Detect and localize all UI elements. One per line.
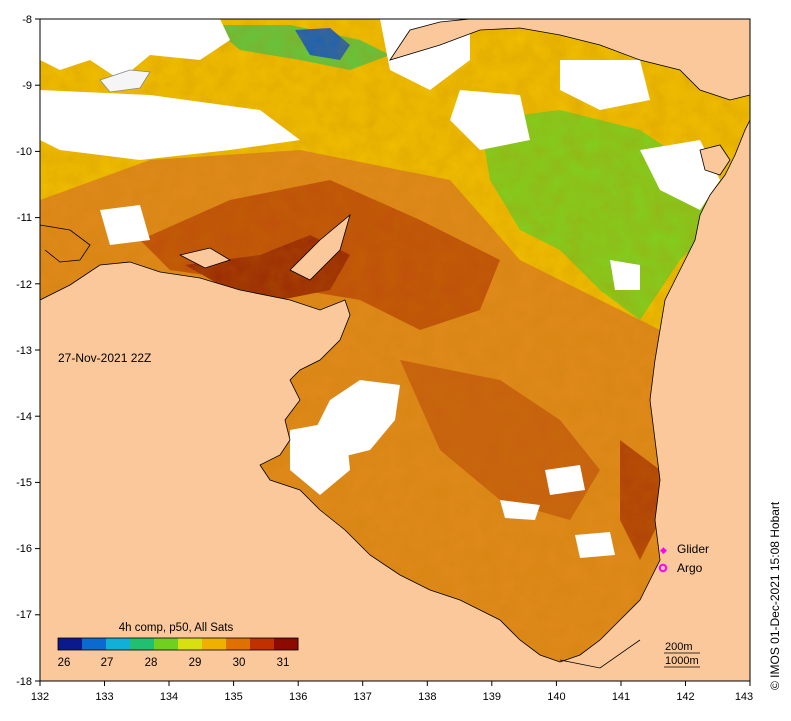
- y-tick-label: -9: [22, 80, 32, 92]
- coastline-detail: [40, 213, 641, 669]
- x-tick-label: 142: [676, 691, 694, 703]
- colorbar-swatch: [82, 638, 107, 650]
- y-tick-label: -8: [22, 14, 32, 26]
- land-cape-york-tip: [699, 144, 731, 176]
- colorbar-swatch: [106, 638, 131, 650]
- colorbar-swatches: [58, 638, 299, 650]
- colorbar-swatch: [58, 638, 83, 650]
- y-axis-labels: -8 -9 -10 -11 -12 -13 -14 -15 -16 -17 -1…: [16, 14, 32, 688]
- platform-legend: ◆ Glider Argo: [658, 542, 709, 575]
- x-tick-label: 141: [612, 691, 630, 703]
- colorbar-swatch: [250, 638, 275, 650]
- land-north-islands: [99, 69, 151, 93]
- colorbar-swatch: [274, 638, 299, 650]
- colorbar-swatch: [130, 638, 155, 650]
- x-tick-label: 134: [160, 691, 178, 703]
- isobath-legend: 200m 1000m: [664, 641, 700, 668]
- timestamp-label: 27-Nov-2021 22Z: [58, 351, 151, 365]
- colorbar-tick-label: 26: [58, 657, 71, 669]
- x-tick-label: 139: [483, 691, 501, 703]
- x-tick-label: 140: [547, 691, 565, 703]
- no-data-areas: [40, 19, 720, 558]
- colorbar-tick-label: 27: [101, 657, 114, 669]
- land-new-guinea: [389, 19, 750, 101]
- x-tick-label: 137: [354, 691, 372, 703]
- x-axis-labels: 132 133 134 135 136 137 138 139 140 141 …: [31, 691, 753, 703]
- y-tick-label: -18: [16, 676, 32, 688]
- colorbar-tick-label: 30: [233, 657, 246, 669]
- landmasses: [40, 19, 750, 681]
- colorbar-swatch: [202, 638, 227, 650]
- isobath-200m-label: 200m: [665, 641, 693, 653]
- y-tick-label: -17: [16, 609, 32, 621]
- x-tick-label: 136: [289, 691, 307, 703]
- colorbar-swatch: [154, 638, 179, 650]
- glider-label: Glider: [677, 542, 709, 556]
- x-tick-label: 132: [31, 691, 49, 703]
- colorbar-swatch: [178, 638, 203, 650]
- isobath-1000m-label: 1000m: [665, 655, 699, 667]
- y-tick-label: -11: [17, 212, 32, 224]
- y-tick-label: -16: [16, 543, 32, 555]
- colorbar-tick-label: 29: [189, 657, 202, 669]
- x-tick-label: 143: [735, 691, 753, 703]
- x-tick-label: 133: [95, 691, 113, 703]
- y-tick-label: -13: [16, 345, 32, 357]
- glider-marker-icon: ◆: [660, 545, 667, 555]
- argo-marker-icon: [658, 563, 668, 573]
- colorbar-border: [57, 637, 299, 651]
- y-tick-label: -15: [16, 477, 32, 489]
- tick-marks: [35, 18, 751, 686]
- x-tick-label: 135: [224, 691, 242, 703]
- colorbar: 4h comp, p50, All Sats 26 27 28 29 30 31: [57, 622, 299, 669]
- colorbar-title: 4h comp, p50, All Sats: [119, 622, 234, 634]
- colorbar-swatch: [226, 638, 251, 650]
- y-tick-label: -12: [16, 279, 32, 291]
- x-tick-label: 138: [418, 691, 436, 703]
- land-australia: [40, 119, 750, 681]
- credit-text: © IMOS 01-Dec-2021 15:08 Hobart: [768, 501, 782, 690]
- colorbar-tick-label: 31: [277, 657, 290, 669]
- colorbar-tick-label: 28: [145, 657, 158, 669]
- y-tick-label: -14: [16, 411, 32, 423]
- plot-area: [40, 19, 750, 681]
- argo-label: Argo: [677, 561, 703, 575]
- y-tick-label: -10: [16, 146, 32, 158]
